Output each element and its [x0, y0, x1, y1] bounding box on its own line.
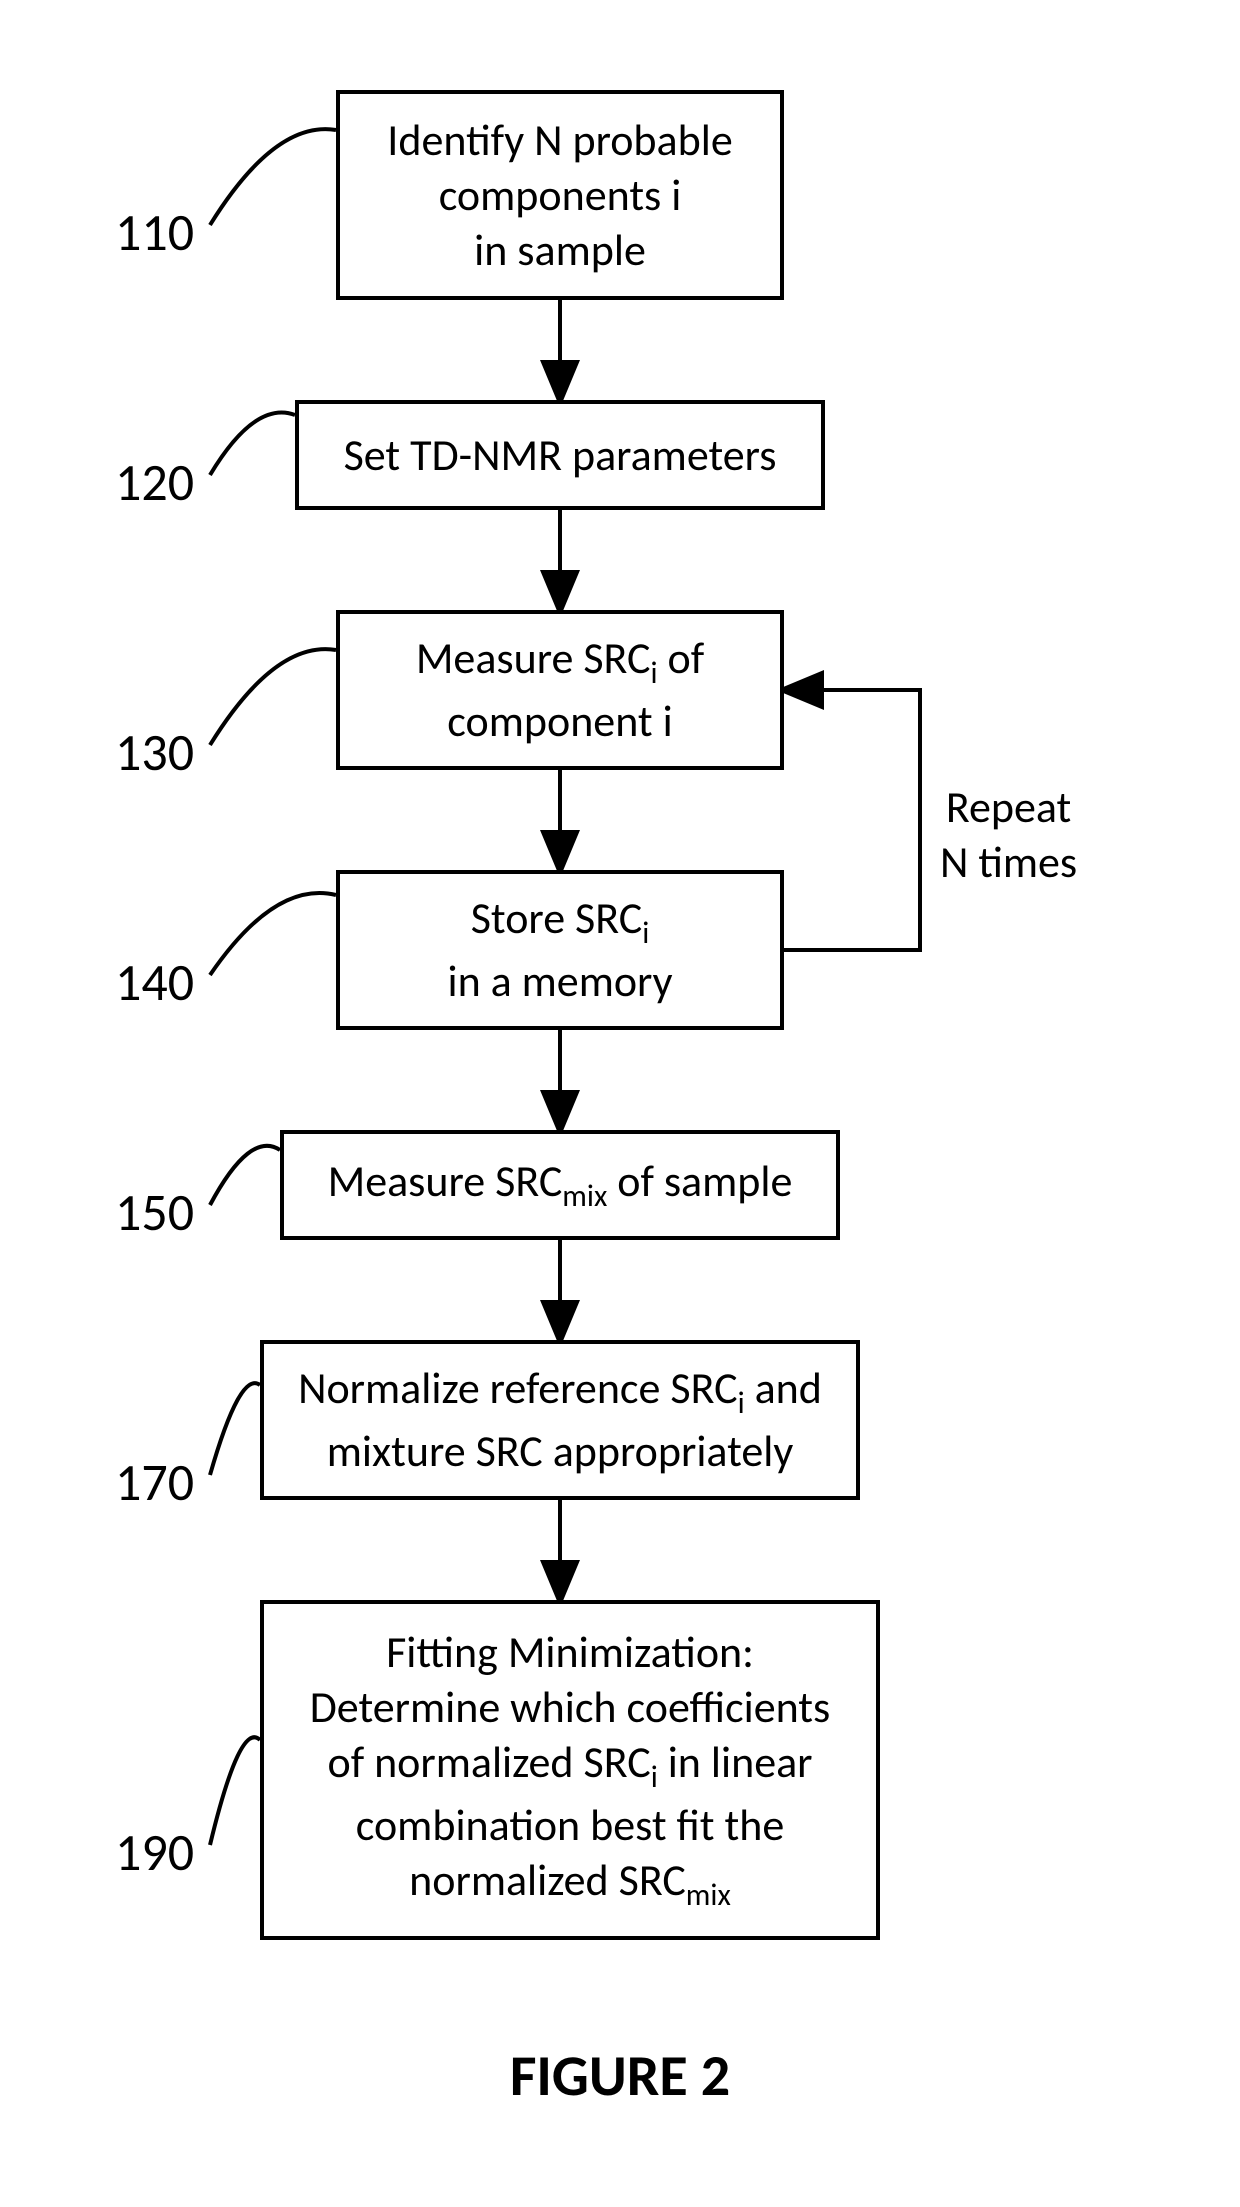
- box-text: Normalize reference SRCi andmixture SRC …: [298, 1361, 822, 1478]
- ref-label-110: 110: [115, 200, 194, 264]
- flow-box-130: Measure SRCi ofcomponent i: [336, 610, 784, 770]
- ref-label-130: 130: [115, 720, 194, 784]
- flow-box-110: Identify N probablecomponents iin sample: [336, 90, 784, 300]
- flow-box-120: Set TD-NMR parameters: [295, 400, 825, 510]
- ref-label-170: 170: [115, 1450, 194, 1514]
- callout-line: [210, 1737, 260, 1845]
- flow-box-140: Store SRCiin a memory: [336, 870, 784, 1030]
- box-text: Measure SRCmix of sample: [328, 1154, 793, 1216]
- box-text: Measure SRCi ofcomponent i: [416, 631, 704, 748]
- loop-arrow: [784, 690, 920, 950]
- callout-line: [210, 1383, 260, 1475]
- flow-box-170: Normalize reference SRCi andmixture SRC …: [260, 1340, 860, 1500]
- ref-label-150: 150: [115, 1180, 194, 1244]
- callout-line: [210, 893, 336, 975]
- box-text: Store SRCiin a memory: [447, 891, 672, 1008]
- box-text: Set TD-NMR parameters: [344, 428, 777, 483]
- flow-box-190: Fitting Minimization:Determine which coe…: [260, 1600, 880, 1940]
- callout-line: [210, 649, 336, 745]
- box-text: Fitting Minimization:Determine which coe…: [310, 1625, 831, 1915]
- figure-caption: FIGURE 2: [0, 2040, 1240, 2111]
- ref-label-190: 190: [115, 1820, 194, 1884]
- callout-line: [210, 1146, 280, 1205]
- loop-label: RepeatN times: [940, 780, 1077, 890]
- ref-label-140: 140: [115, 950, 194, 1014]
- callout-line: [210, 413, 295, 476]
- box-text: Identify N probablecomponents iin sample: [387, 113, 732, 278]
- callout-line: [210, 129, 336, 225]
- flow-box-150: Measure SRCmix of sample: [280, 1130, 840, 1240]
- ref-label-120: 120: [115, 450, 194, 514]
